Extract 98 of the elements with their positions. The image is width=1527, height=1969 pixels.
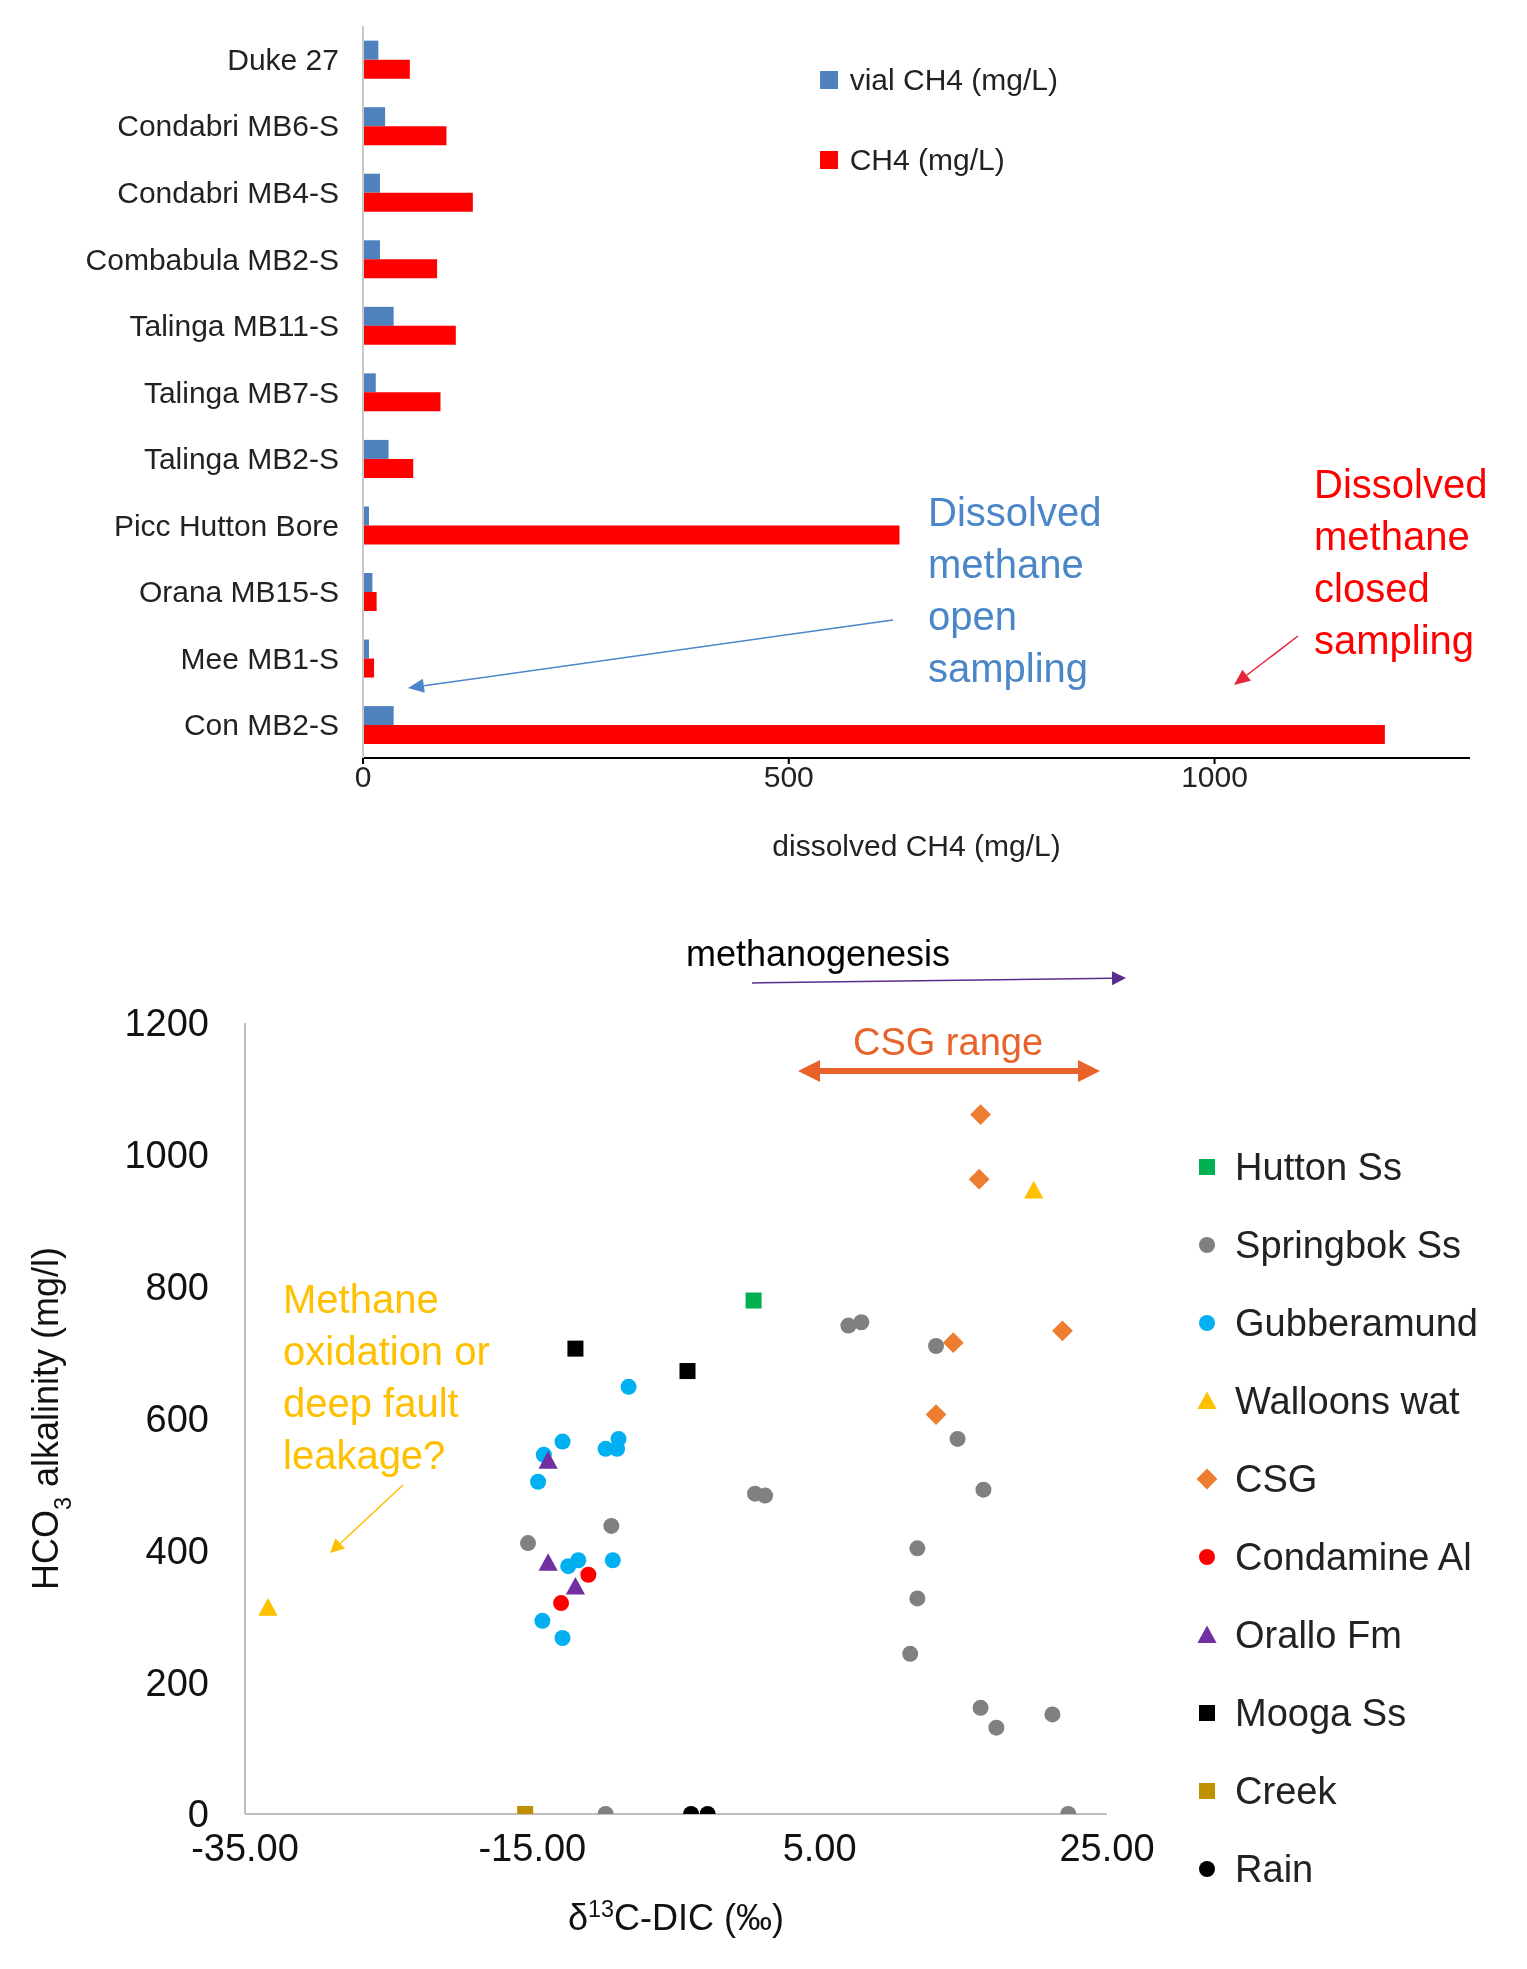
- point: [679, 1363, 696, 1380]
- point: [942, 1332, 964, 1354]
- bar: [363, 126, 447, 146]
- point: [970, 1104, 991, 1126]
- bar: [363, 706, 394, 726]
- legend-label: Walloons wat: [1235, 1379, 1460, 1423]
- point: [554, 1630, 571, 1646]
- point: [580, 1566, 597, 1583]
- legend-label: Condamine Al: [1235, 1535, 1472, 1579]
- legend-label: Orallo Fm: [1235, 1613, 1402, 1657]
- point: [565, 1576, 586, 1595]
- bar: [363, 240, 381, 260]
- point: [538, 1553, 558, 1571]
- x-tick-label: 25.00: [1059, 1826, 1155, 1869]
- legend-label: Rain: [1235, 1847, 1314, 1891]
- point: [975, 1481, 992, 1498]
- point: [567, 1340, 584, 1357]
- point: [604, 1552, 621, 1569]
- y-tick-label: Talinga MB11-S: [129, 309, 339, 343]
- point: [853, 1314, 870, 1331]
- y-tick-label: Condabri MB6-S: [117, 109, 339, 143]
- y-tick-label: Combabula MB2-S: [85, 242, 339, 276]
- y-tick-label: 1000: [124, 1134, 209, 1177]
- point: [553, 1595, 570, 1612]
- bar: [363, 658, 375, 678]
- x-tick-label: 0: [354, 760, 372, 794]
- bar: [363, 173, 381, 193]
- bar: [363, 259, 438, 279]
- point: [909, 1540, 926, 1557]
- x-tick-label: 500: [763, 760, 814, 794]
- point: [610, 1430, 627, 1447]
- bar: [363, 525, 900, 545]
- annotation: Methane oxidation or deep fault leakage?: [283, 1276, 491, 1479]
- x-axis-title: dissolved CH4 (mg/L): [772, 829, 1061, 862]
- point: [972, 1699, 989, 1716]
- bar: [363, 325, 456, 345]
- legend-label: Hutton Ss: [1235, 1145, 1402, 1189]
- y-tick-label: Talinga MB7-S: [143, 375, 339, 409]
- text: methanogenesis: [684, 932, 952, 976]
- x-tick-label: 1000: [1181, 760, 1248, 794]
- point: [928, 1337, 945, 1354]
- point: [1044, 1706, 1061, 1723]
- y-tick-label: Picc Hutton Bore: [113, 508, 339, 542]
- bar: [363, 306, 394, 326]
- point: [520, 1535, 537, 1552]
- y-tick-label: Mee MB1-S: [180, 641, 339, 675]
- bar: [363, 59, 410, 79]
- annotation: CSG range: [851, 1020, 1045, 1065]
- annotation: Dissolved methane open sampling: [928, 489, 1103, 692]
- y-tick-label: Con MB2-S: [183, 708, 339, 742]
- x-tick-label: 5.00: [782, 1826, 857, 1869]
- point: [538, 1451, 558, 1469]
- point: [902, 1645, 919, 1662]
- point: [570, 1552, 587, 1569]
- legend-label: vial CH4 (mg/L): [849, 63, 1058, 97]
- point: [1024, 1180, 1044, 1199]
- point: [534, 1612, 551, 1629]
- y-tick-label: 400: [145, 1529, 209, 1572]
- legend-label: Mooga Ss: [1235, 1691, 1407, 1735]
- point: [530, 1473, 547, 1490]
- bar: [363, 192, 473, 212]
- bar: [363, 439, 389, 459]
- point: [968, 1168, 990, 1190]
- legend-label: Gubberamund: [1235, 1301, 1478, 1345]
- point: [745, 1292, 762, 1309]
- point: [258, 1598, 278, 1616]
- x-tick-label: -15.00: [478, 1826, 587, 1869]
- bar: [363, 725, 1385, 745]
- point: [925, 1404, 947, 1425]
- legend-label: CH4 (mg/L): [849, 143, 1005, 177]
- x-axis-title: δ$^{13}$C-DIC (‰): [567, 1896, 785, 1938]
- legend-label: Creek: [1235, 1769, 1337, 1813]
- point: [1052, 1320, 1073, 1342]
- y-tick-label: 200: [145, 1661, 209, 1704]
- y-tick-label: Duke 27: [227, 42, 339, 76]
- bar: [363, 392, 441, 412]
- bar: [363, 592, 377, 611]
- y-tick-label: Condabri MB4-S: [117, 176, 339, 210]
- bar: [363, 40, 379, 60]
- y-tick-label: Talinga MB2-S: [143, 442, 339, 476]
- point: [620, 1378, 637, 1395]
- bar: [363, 107, 386, 127]
- bar: [363, 373, 376, 393]
- point: [909, 1590, 926, 1607]
- point: [603, 1517, 620, 1534]
- y-tick-label: 800: [145, 1266, 209, 1309]
- annotation: Dissolved methane closed sampling: [1314, 461, 1489, 664]
- y-tick-label: 600: [145, 1397, 209, 1440]
- bar: [363, 458, 414, 478]
- y-tick-label: 1200: [124, 1002, 209, 1045]
- y-tick-label: Orana MB15-S: [138, 575, 339, 609]
- legend-label: Springbok Ss: [1235, 1223, 1462, 1267]
- point: [554, 1433, 571, 1450]
- point: [840, 1317, 857, 1334]
- point: [988, 1719, 1005, 1736]
- point: [949, 1430, 966, 1447]
- point: [757, 1487, 774, 1504]
- legend-label: CSG: [1235, 1457, 1318, 1501]
